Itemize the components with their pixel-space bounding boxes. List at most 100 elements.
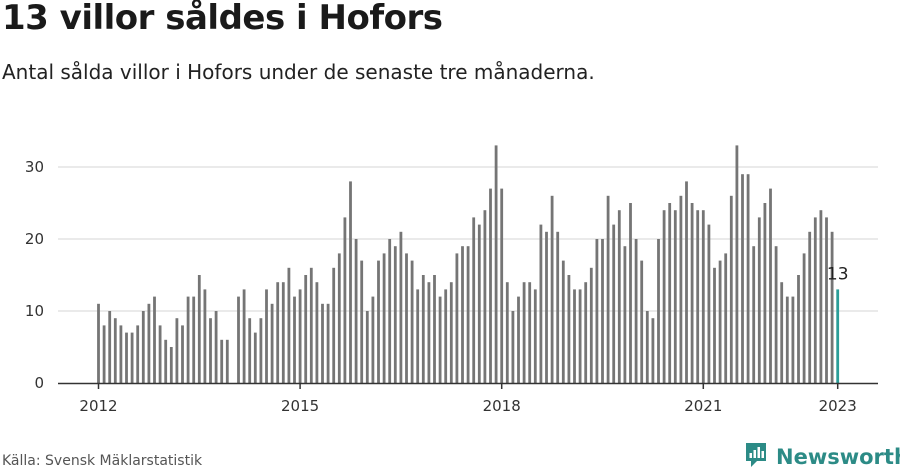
bar — [651, 318, 655, 383]
bar — [259, 318, 263, 383]
bar — [332, 267, 336, 383]
bar — [472, 217, 476, 383]
source-note: Källa: Svensk Mäklarstatistik — [2, 453, 203, 469]
bar — [164, 339, 168, 383]
bar — [455, 253, 459, 383]
bar — [617, 210, 621, 383]
bar — [102, 325, 106, 383]
data-label: 13 — [827, 264, 849, 284]
bar — [337, 253, 341, 383]
bar — [416, 289, 420, 383]
bar — [209, 318, 212, 383]
bar — [578, 289, 582, 383]
bar — [253, 332, 257, 383]
bar — [489, 188, 492, 383]
bar — [354, 239, 358, 383]
bar — [399, 231, 403, 383]
bar — [595, 239, 599, 383]
y-tick-label: 0 — [34, 374, 44, 392]
bar — [629, 203, 632, 383]
data-labels: 13 — [827, 264, 849, 284]
bar — [309, 267, 313, 383]
bar — [293, 296, 296, 383]
y-tick-label: 10 — [25, 302, 44, 320]
bar — [511, 311, 515, 383]
bar — [517, 296, 520, 383]
bar — [410, 260, 414, 383]
bar — [433, 275, 436, 383]
bar — [757, 217, 761, 383]
bar — [321, 303, 324, 383]
x-tick-label: 2023 — [819, 397, 857, 415]
brand-logo[interactable]: Newsworthy — [744, 441, 900, 473]
newsworthy-logo-icon — [744, 441, 768, 473]
bar — [556, 231, 560, 383]
bar — [248, 318, 252, 383]
bar — [393, 246, 397, 383]
bar — [237, 296, 240, 383]
bar — [119, 325, 123, 383]
bar — [113, 318, 117, 383]
bar — [567, 275, 571, 383]
bar — [696, 210, 700, 383]
bar — [169, 347, 173, 383]
bar — [276, 282, 280, 383]
bar — [449, 282, 453, 383]
bar — [494, 145, 498, 383]
bar — [657, 239, 660, 383]
bar — [265, 289, 268, 383]
bar — [741, 174, 744, 383]
bar — [349, 181, 352, 383]
x-tick-label: 2012 — [79, 397, 117, 415]
bar — [181, 325, 184, 383]
bar — [819, 210, 823, 383]
bar — [707, 224, 711, 383]
bars — [97, 145, 840, 383]
bar — [421, 275, 425, 383]
y-tick-label: 30 — [25, 158, 44, 176]
bar — [382, 253, 386, 383]
bar — [287, 267, 291, 383]
bar — [158, 325, 162, 383]
bar — [360, 260, 364, 383]
bar — [634, 239, 638, 383]
bar — [774, 246, 778, 383]
bar — [427, 282, 431, 383]
bar — [108, 311, 112, 383]
bar — [343, 217, 347, 383]
y-axis-ticks: 0 10 20 30 — [25, 158, 44, 392]
bar — [780, 282, 784, 383]
bar — [461, 246, 464, 383]
x-tick-label: 2018 — [483, 397, 521, 415]
chart-title: 13 villor såldes i Hofors — [2, 0, 443, 38]
bar — [444, 289, 448, 383]
bar — [640, 260, 644, 383]
bar — [729, 195, 733, 383]
bar — [500, 188, 504, 383]
bar — [561, 260, 565, 383]
bar — [125, 332, 128, 383]
bar — [573, 289, 576, 383]
bar — [270, 303, 274, 383]
x-tick-label: 2015 — [281, 397, 319, 415]
bar — [175, 318, 179, 383]
bar — [153, 296, 156, 383]
bar — [528, 282, 532, 383]
bar — [763, 203, 767, 383]
bar — [186, 296, 190, 383]
bar — [601, 239, 604, 383]
bar — [685, 181, 688, 383]
bar — [192, 296, 196, 383]
bar — [225, 339, 229, 383]
bar — [718, 260, 722, 383]
bar — [673, 210, 677, 383]
bar — [550, 195, 554, 383]
bar — [136, 325, 140, 383]
bar — [813, 217, 817, 383]
bar — [197, 275, 201, 383]
bar — [802, 253, 806, 383]
bar — [623, 246, 627, 383]
bar — [545, 231, 548, 383]
bar — [298, 289, 302, 383]
bar — [483, 210, 487, 383]
